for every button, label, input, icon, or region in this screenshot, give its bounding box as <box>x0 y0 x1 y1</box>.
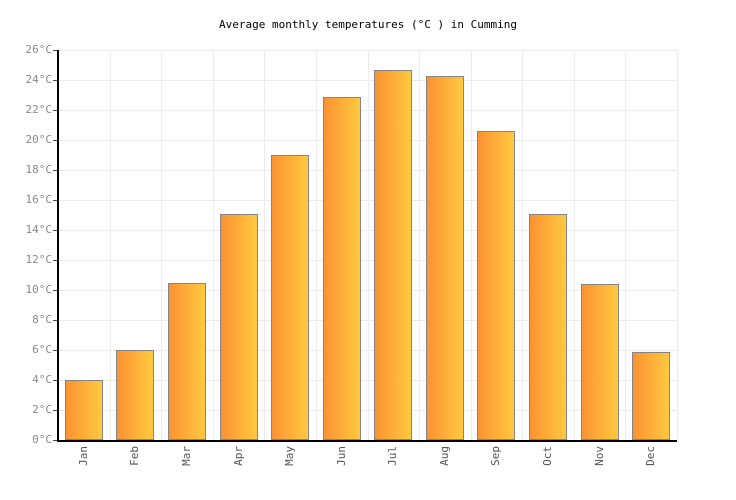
gridline-vertical <box>367 50 369 440</box>
y-axis-tick-label: 14°C <box>25 223 53 236</box>
x-axis-label-apr: Apr <box>231 446 245 466</box>
x-axis-line <box>57 440 677 442</box>
gridline-vertical <box>264 50 266 440</box>
y-axis-tick <box>53 410 58 411</box>
bar-oct <box>529 213 568 440</box>
bar-sep <box>477 131 516 440</box>
y-axis-tick-label: 22°C <box>25 103 53 116</box>
y-axis-tick-label: 26°C <box>25 43 53 56</box>
x-axis-label-oct: Oct <box>541 446 555 466</box>
y-axis-tick-label: 18°C <box>25 163 53 176</box>
y-axis-tick-label: 20°C <box>25 133 53 146</box>
x-axis-label-jul: Jul <box>386 446 400 466</box>
x-axis-label-jan: Jan <box>76 446 90 466</box>
bar-jun <box>322 96 361 440</box>
x-axis-label-may: May <box>283 446 297 466</box>
y-axis-tick-label: 0°C <box>32 433 52 446</box>
y-axis-tick-label: 8°C <box>32 313 52 326</box>
gridline-vertical <box>677 50 678 440</box>
gridline-vertical <box>522 50 524 440</box>
y-axis-tick <box>53 350 58 351</box>
gridline-vertical <box>161 50 163 440</box>
bar-dec <box>632 351 671 440</box>
y-axis-tick <box>53 170 58 171</box>
gridline-vertical <box>109 50 111 440</box>
bar-jul <box>374 69 413 440</box>
y-axis-tick-label: 2°C <box>32 403 52 416</box>
x-axis-label-jun: Jun <box>334 446 348 466</box>
gridline-vertical <box>625 50 627 440</box>
y-axis-tick <box>53 230 58 231</box>
y-axis-tick <box>53 140 58 141</box>
y-axis-tick <box>53 80 58 81</box>
y-axis-tick <box>53 110 58 111</box>
x-axis-label-sep: Sep <box>489 446 503 466</box>
y-axis-tick-label: 24°C <box>25 73 53 86</box>
y-axis-line <box>57 50 59 442</box>
x-axis-label-feb: Feb <box>128 446 142 466</box>
bar-nov <box>580 284 619 440</box>
gridline-vertical <box>315 50 317 440</box>
y-axis-tick <box>53 200 58 201</box>
gridline-vertical <box>573 50 575 440</box>
gridline-vertical <box>212 50 214 440</box>
chart-title: Average monthly temperatures (°C ) in Cu… <box>218 18 517 31</box>
y-axis-tick <box>53 50 58 51</box>
x-axis-label-nov: Nov <box>592 446 606 466</box>
y-axis-tick-label: 16°C <box>25 193 53 206</box>
gridline-vertical <box>419 50 421 440</box>
bar-jan <box>64 380 103 440</box>
bar-aug <box>425 75 464 440</box>
bar-apr <box>219 213 258 440</box>
y-axis-tick <box>53 440 58 441</box>
bar-mar <box>167 282 206 440</box>
y-axis-tick <box>53 320 58 321</box>
y-axis-tick-label: 10°C <box>25 283 53 296</box>
x-axis-label-aug: Aug <box>437 446 451 466</box>
bar-feb <box>116 350 155 440</box>
x-axis-label-dec: Dec <box>644 446 658 466</box>
gridline-vertical <box>470 50 472 440</box>
x-axis-label-mar: Mar <box>179 446 193 466</box>
y-axis-tick-label: 4°C <box>32 373 52 386</box>
y-axis-tick <box>53 290 58 291</box>
y-axis-tick-label: 12°C <box>25 253 53 266</box>
y-axis-tick-label: 6°C <box>32 343 52 356</box>
y-axis-tick <box>53 260 58 261</box>
y-axis-tick <box>53 380 58 381</box>
bar-may <box>271 155 310 440</box>
